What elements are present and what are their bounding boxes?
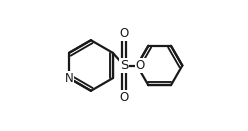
Text: O: O [119,27,129,40]
Text: O: O [119,91,129,104]
Text: O: O [136,59,145,72]
Text: S: S [120,59,128,72]
Text: N: N [65,72,73,85]
